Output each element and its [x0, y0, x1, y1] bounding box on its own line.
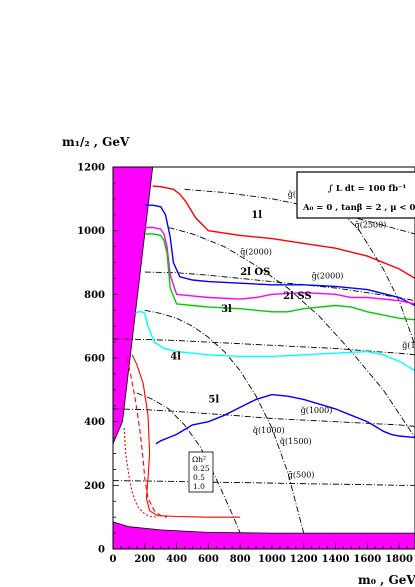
mass-contour-label: g̃(2000): [312, 271, 344, 280]
series-line: [152, 185, 415, 280]
excluded-region-bottom-band: [113, 521, 415, 549]
parameters-text: A₀ = 0 , tanβ = 2 , μ < 0: [302, 203, 415, 213]
y-axis-title: m₁/₂ , GeV: [62, 135, 130, 149]
y-tick-label: 0: [98, 545, 105, 556]
y-tick-label: 800: [84, 290, 105, 301]
series-line: [144, 233, 415, 321]
x-tick-label: 1000: [258, 554, 286, 565]
excluded-region-left-wedge: [113, 167, 154, 445]
x-tick-label: 400: [166, 554, 187, 565]
mass-contour: [144, 309, 305, 534]
y-tick-label: 1200: [77, 163, 105, 174]
relic-density-contours: [123, 354, 241, 518]
omega-legend-entry: 1.0: [193, 482, 205, 491]
series-line: [144, 226, 415, 305]
series-line: [134, 311, 415, 372]
luminosity-text: ∫ L dt = 100 fb⁻¹: [328, 184, 407, 194]
curve-labels: g̃(2500)q̃(2000)g̃(2000)q̃(1500)g̃(1500)…: [170, 190, 415, 479]
series-line: [144, 204, 415, 307]
mass-contour: [113, 338, 415, 356]
mass-contour: [335, 204, 415, 346]
mass-contour: [113, 408, 415, 427]
x-tick-label: 800: [230, 554, 251, 565]
mass-contour-label: q̃(2500): [355, 221, 387, 230]
reach-contours: [134, 185, 415, 445]
x-tick-label: 200: [134, 554, 155, 565]
y-tick-label: 400: [84, 417, 105, 428]
y-tick-label: 200: [84, 481, 105, 492]
series-label: 1l: [251, 210, 262, 221]
axis-ticks: 0 200 400 600 800 1000 1200 1400 1600 1800 0 200 400…: [77, 163, 415, 565]
series-label: 4l: [170, 352, 181, 363]
y-tick-label: 600: [84, 354, 105, 365]
omega-legend: Ωh² 0.25 0.5 1.0: [188, 451, 214, 493]
mass-contour: [168, 227, 415, 438]
x-tick-label: 1200: [290, 554, 318, 565]
series-label: 2l OS: [240, 267, 270, 278]
mass-contour: [136, 392, 241, 534]
mass-contour-label: g̃(1000): [301, 406, 333, 415]
excluded-regions: [113, 167, 415, 549]
series-line: [155, 393, 415, 445]
series-label: 5l: [208, 395, 219, 406]
mass-contour: [144, 271, 415, 302]
x-axis-title: m₀ , GeV: [358, 573, 415, 587]
mass-contour-label: g̃(500): [288, 470, 315, 479]
mass-contours: [113, 188, 415, 534]
omega-contour: [131, 354, 241, 518]
x-tick-label: 1400: [322, 554, 350, 565]
omega-legend-title: Ωh²: [192, 455, 206, 464]
x-tick-label: 1600: [353, 554, 381, 565]
mass-contour: [113, 480, 415, 486]
mass-contour-label: q̃(2000): [240, 248, 272, 257]
series-label: 3l: [221, 304, 232, 315]
x-tick-label: 600: [198, 554, 219, 565]
mass-contour-label: g̃(1500): [402, 341, 415, 350]
x-tick-label: 1800: [385, 554, 413, 565]
luminosity-box: ∫ L dt = 100 fb⁻¹ A₀ = 0 , tanβ = 2 , μ …: [296, 171, 415, 219]
mass-contour-label: q̃(1500): [280, 437, 312, 446]
omega-contour: [123, 427, 158, 518]
mass-contour-label: q̃(1000): [253, 426, 285, 435]
series-label: 2l SS: [283, 291, 311, 302]
x-tick-label: 0: [110, 554, 117, 565]
omega-legend-entry: 0.25: [193, 464, 210, 473]
y-tick-label: 1000: [77, 226, 105, 237]
omega-contour: [126, 357, 168, 518]
mass-contour: [184, 188, 415, 235]
omega-legend-entry: 0.5: [193, 473, 205, 482]
